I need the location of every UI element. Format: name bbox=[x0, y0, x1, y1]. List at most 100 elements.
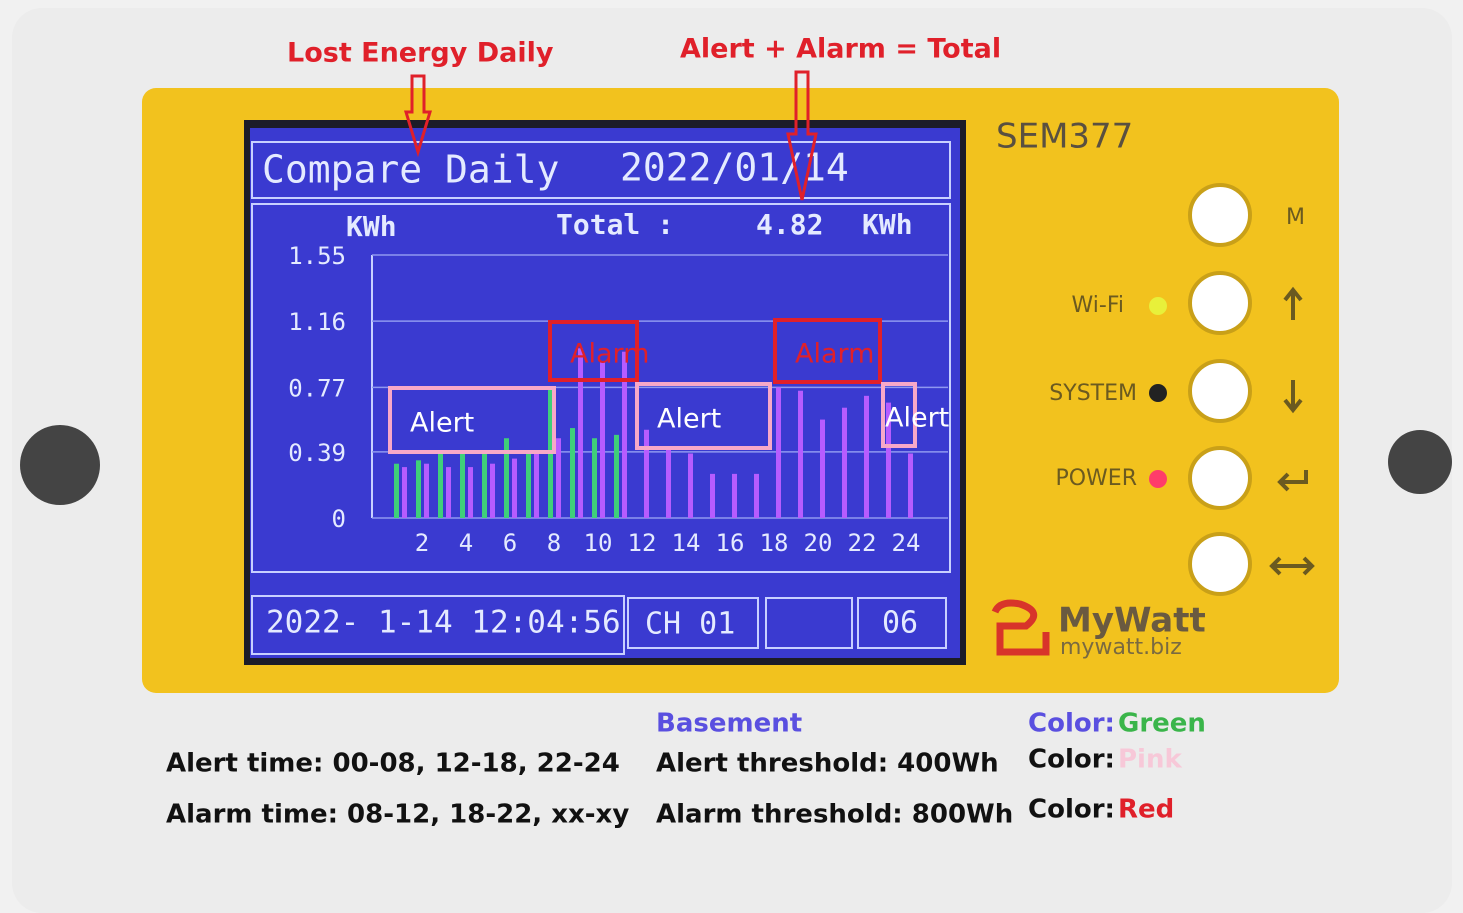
note: Alarm threshold: 800Wh bbox=[656, 800, 1013, 830]
bar bbox=[424, 463, 429, 518]
color-label: Color: bbox=[1028, 745, 1115, 775]
bar bbox=[644, 429, 649, 518]
note: Alarm time: 08-12, 18-22, xx-xy bbox=[166, 800, 629, 830]
bar bbox=[512, 458, 517, 518]
callout-text: Alert bbox=[885, 403, 949, 434]
down-icon bbox=[1283, 380, 1303, 414]
bar bbox=[732, 473, 737, 518]
model: SEM377 bbox=[996, 117, 1133, 157]
mount-hole bbox=[20, 425, 100, 505]
channel-frame bbox=[627, 597, 759, 649]
bar bbox=[482, 453, 487, 518]
bar bbox=[622, 351, 627, 518]
y-tick-label: 1.16 bbox=[288, 308, 346, 336]
x-tick-label: 18 bbox=[760, 529, 789, 557]
callout-box bbox=[548, 320, 639, 382]
enter-icon bbox=[1277, 470, 1308, 492]
bar bbox=[504, 438, 509, 518]
clock-frame bbox=[251, 595, 625, 655]
screen-title: Compare Daily bbox=[262, 148, 559, 192]
total-unit: KWh bbox=[862, 208, 913, 241]
callout-text: Alarm bbox=[570, 339, 649, 370]
button[interactable] bbox=[1188, 446, 1252, 510]
power-led bbox=[1149, 470, 1167, 488]
brand: MyWatt bbox=[1058, 601, 1206, 641]
x-tick-label: 16 bbox=[716, 529, 745, 557]
x-tick-label: 14 bbox=[672, 529, 701, 557]
zone: Basement bbox=[656, 709, 802, 739]
bar bbox=[688, 453, 693, 518]
button[interactable] bbox=[1188, 183, 1252, 247]
bar bbox=[798, 390, 803, 518]
bar bbox=[578, 348, 583, 518]
bar bbox=[446, 467, 451, 518]
bar bbox=[710, 473, 715, 518]
y-tick-label: 0.39 bbox=[288, 439, 346, 467]
bar bbox=[820, 419, 825, 518]
bar bbox=[776, 387, 781, 518]
note: Alert threshold: 400Wh bbox=[656, 749, 999, 779]
led-label: Wi-Fi bbox=[1072, 293, 1125, 318]
x-tick-label: 12 bbox=[628, 529, 657, 557]
bar bbox=[438, 453, 443, 518]
x-tick-label: 22 bbox=[848, 529, 877, 557]
callout-box bbox=[773, 318, 882, 384]
y-tick-label: 1.55 bbox=[288, 242, 346, 270]
buttons bbox=[1188, 183, 1315, 596]
button[interactable] bbox=[1188, 532, 1252, 596]
x-tick-label: 20 bbox=[804, 529, 833, 557]
bar bbox=[754, 473, 759, 518]
total-value: 4.82 bbox=[756, 208, 823, 241]
x-tick-label: 4 bbox=[459, 529, 473, 557]
blank-frame bbox=[765, 597, 853, 649]
button-label: M bbox=[1286, 205, 1305, 230]
note: Alert time: 00-08, 12-18, 22-24 bbox=[166, 749, 620, 779]
bar bbox=[490, 463, 495, 518]
x-tick-label: 2 bbox=[415, 529, 429, 557]
bar bbox=[864, 395, 869, 518]
bar bbox=[592, 438, 597, 518]
x-tick-label: 10 bbox=[584, 529, 613, 557]
annotation: Lost Energy Daily bbox=[287, 38, 554, 69]
system-led bbox=[1149, 384, 1167, 402]
chart: 00.390.771.161.552 4 6 8 10 12 14 16 18 20 22 24Ale… bbox=[288, 242, 949, 557]
x-tick-label: 24 bbox=[892, 529, 921, 557]
mount-hole bbox=[1388, 430, 1452, 494]
bar bbox=[534, 450, 539, 518]
callout-box bbox=[881, 382, 917, 448]
callout-box bbox=[635, 382, 772, 450]
callout-text: Alert bbox=[657, 404, 721, 435]
button[interactable] bbox=[1188, 359, 1252, 423]
bar bbox=[666, 446, 671, 518]
page-frame bbox=[857, 597, 947, 649]
annotation: Alert + Alarm = Total bbox=[680, 34, 1001, 65]
bar bbox=[556, 438, 561, 518]
unit: KWh bbox=[346, 210, 397, 243]
bar bbox=[394, 463, 399, 518]
bar bbox=[402, 467, 407, 518]
button[interactable] bbox=[1188, 271, 1252, 335]
bar bbox=[842, 407, 847, 518]
bar bbox=[886, 402, 891, 518]
clock: 2022- 1-14 12:04:56 bbox=[266, 605, 621, 641]
swap-icon bbox=[1269, 556, 1315, 576]
color-value: Green bbox=[1118, 709, 1206, 739]
callout-text: Alert bbox=[410, 408, 474, 439]
bar bbox=[908, 453, 913, 518]
page: 06 bbox=[882, 606, 918, 641]
bar bbox=[460, 453, 465, 518]
total-label: Total : bbox=[556, 208, 674, 241]
x-tick-label: 8 bbox=[547, 529, 561, 557]
chart-frame bbox=[251, 203, 951, 573]
wifi-led bbox=[1149, 297, 1167, 315]
color-value: Red bbox=[1118, 795, 1174, 825]
y-tick-label: 0.77 bbox=[288, 374, 346, 402]
callout-box bbox=[388, 386, 556, 454]
bar bbox=[416, 460, 421, 518]
led-label: SYSTEM bbox=[1049, 381, 1137, 406]
arrow bbox=[786, 70, 818, 201]
color-label: Color: bbox=[1028, 709, 1115, 739]
bar bbox=[570, 428, 575, 518]
callout-text: Alarm bbox=[795, 339, 874, 370]
